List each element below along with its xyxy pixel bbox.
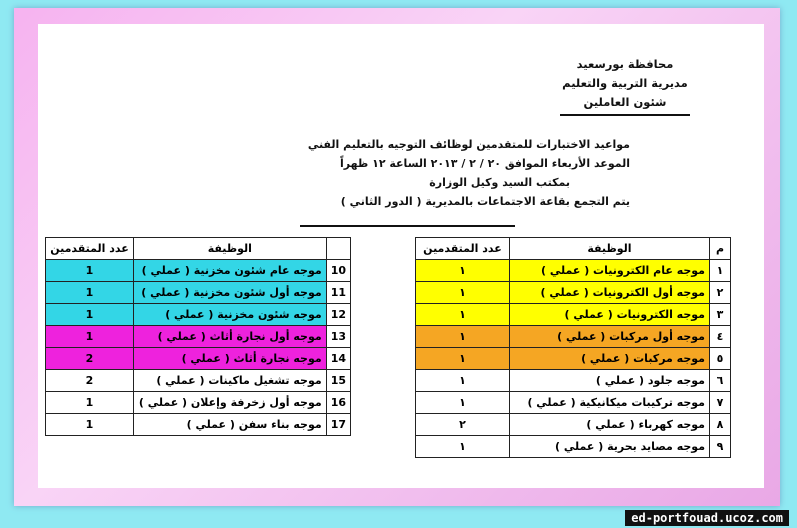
cell-count: ١	[415, 435, 510, 458]
cell-count: ٢	[415, 413, 510, 436]
right-table: م الوظيفة عدد المتقدمين ١ موجه عام الكترو…	[415, 237, 731, 458]
organization: محافظة بورسعيد مديرية التربية والتعليم ش…	[560, 55, 690, 116]
rule	[300, 225, 515, 227]
cell-number: 14	[325, 347, 352, 370]
table-row: ٥ موجه مركبات ( عملي ) ١	[415, 347, 731, 370]
cell-number: ٧	[709, 391, 731, 414]
cell-job: موجه أول زخرفة وإعلان ( عملي )	[133, 391, 327, 414]
title-line: مواعيد الاختبارات للمتقدمين لوظائف التوج…	[307, 138, 630, 151]
cell-job: موجه مركبات ( عملي )	[508, 347, 711, 370]
cell-job: موجه عام شئون مخزنية ( عملي )	[133, 259, 327, 282]
cell-count: ١	[415, 281, 510, 304]
cell-job: موجه نجارة أثاث ( عملي )	[133, 347, 327, 370]
cell-job: موجه أول شئون مخزنية ( عملي )	[133, 281, 327, 304]
cell-number: ١	[709, 259, 731, 282]
cell-count: 2	[45, 369, 134, 392]
titles: مواعيد الاختبارات للمتقدمين لوظائف التوج…	[300, 135, 630, 211]
cell-number: 11	[325, 281, 352, 304]
table-row: ٢ موجه أول الكترونيات ( عملي ) ١	[415, 281, 731, 304]
cell-job: موجه أول الكترونيات ( عملي )	[508, 281, 711, 304]
cell-job: موجه شئون مخزنية ( عملي )	[133, 303, 327, 326]
cell-job: موجه الكترونيات ( عملي )	[508, 303, 711, 326]
header-cell: عدد المتقدمين	[45, 237, 134, 260]
cell-number: ٥	[709, 347, 731, 370]
table-row: 13 موجه أول نجارة أثاث ( عملي ) 1	[45, 325, 352, 348]
cell-count: 2	[45, 347, 134, 370]
cell-count: 1	[45, 281, 134, 304]
header-cell: الوظيفة	[508, 237, 711, 260]
cell-job: موجه أول نجارة أثاث ( عملي )	[133, 325, 327, 348]
footer: ed-portfouad.ucoz.com	[625, 510, 789, 526]
org-line: مديرية التربية والتعليم	[562, 76, 688, 90]
table-row: ٦ موجه جلود ( عملي ) ١	[415, 369, 731, 392]
table-row: 16 موجه أول زخرفة وإعلان ( عملي ) 1	[45, 391, 352, 414]
cell-count: ١	[415, 347, 510, 370]
cell-job: موجه تشغيل ماكينات ( عملي )	[133, 369, 327, 392]
table-row: 17 موجه بناء سفن ( عملي ) 1	[45, 413, 352, 436]
cell-count: 1	[45, 325, 134, 348]
cell-job: موجه بناء سفن ( عملي )	[133, 413, 327, 436]
title-line: يتم التجمع بقاعة الاجتماعات بالمديرية ( …	[340, 195, 630, 208]
cell-number: ٢	[709, 281, 731, 304]
cell-number: ٩	[709, 435, 731, 458]
org-line: شئون العاملين	[560, 93, 690, 116]
cell-number: 12	[325, 303, 352, 326]
cell-count: 1	[45, 303, 134, 326]
table-row: ١ موجه عام الكترونيات ( عملي ) ١	[415, 259, 731, 282]
title-line: بمكتب السيد وكيل الوزارة	[429, 176, 570, 189]
cell-count: ١	[415, 369, 510, 392]
title-line: الموعد الأربعاء الموافق ٢٠ / ٢ / ٢٠١٣ ال…	[340, 157, 630, 170]
cell-number: ٨	[709, 413, 731, 436]
table-row: 15 موجه تشغيل ماكينات ( عملي ) 2	[45, 369, 352, 392]
cell-count: ١	[415, 325, 510, 348]
header-cell	[325, 237, 352, 260]
cell-job: موجه كهرباء ( عملي )	[508, 413, 711, 436]
header-cell: م	[709, 237, 731, 260]
cell-count: ١	[415, 303, 510, 326]
cell-count: 1	[45, 391, 134, 414]
table-row: ٣ موجه الكترونيات ( عملي ) ١	[415, 303, 731, 326]
table-row: 14 موجه نجارة أثاث ( عملي ) 2	[45, 347, 352, 370]
cell-number: ٦	[709, 369, 731, 392]
cell-count: ١	[415, 259, 510, 282]
cell-job: موجه عام الكترونيات ( عملي )	[508, 259, 711, 282]
cell-number: 10	[325, 259, 352, 282]
cell-count: 1	[45, 259, 134, 282]
table-row: 10 موجه عام شئون مخزنية ( عملي ) 1	[45, 259, 352, 282]
table-row: ٧ موجه تركيبات ميكانيكية ( عملي ) ١	[415, 391, 731, 414]
header-cell: عدد المتقدمين	[415, 237, 510, 260]
table-row: ٤ موجه أول مركبات ( عملي ) ١	[415, 325, 731, 348]
cell-job: موجه أول مركبات ( عملي )	[508, 325, 711, 348]
table-row: 11 موجه أول شئون مخزنية ( عملي ) 1	[45, 281, 352, 304]
cell-count: ١	[415, 391, 510, 414]
cell-number: 15	[325, 369, 352, 392]
org-line: محافظة بورسعيد	[576, 57, 674, 71]
table-row: 12 موجه شئون مخزنية ( عملي ) 1	[45, 303, 352, 326]
table-row: ٩ موجه مصايد بحرية ( عملي ) ١	[415, 435, 731, 458]
header-cell: الوظيفة	[133, 237, 327, 260]
cell-number: ٣	[709, 303, 731, 326]
left-table: الوظيفة عدد المتقدمين 10 موجه عام شئون مخ…	[45, 237, 352, 436]
cell-number: 16	[325, 391, 352, 414]
cell-number: 13	[325, 325, 352, 348]
cell-job: موجه مصايد بحرية ( عملي )	[508, 435, 711, 458]
cell-job: موجه جلود ( عملي )	[508, 369, 711, 392]
cell-number: ٤	[709, 325, 731, 348]
table-row: ٨ موجه كهرباء ( عملي ) ٢	[415, 413, 731, 436]
cell-number: 17	[325, 413, 352, 436]
cell-job: موجه تركيبات ميكانيكية ( عملي )	[508, 391, 711, 414]
cell-count: 1	[45, 413, 134, 436]
